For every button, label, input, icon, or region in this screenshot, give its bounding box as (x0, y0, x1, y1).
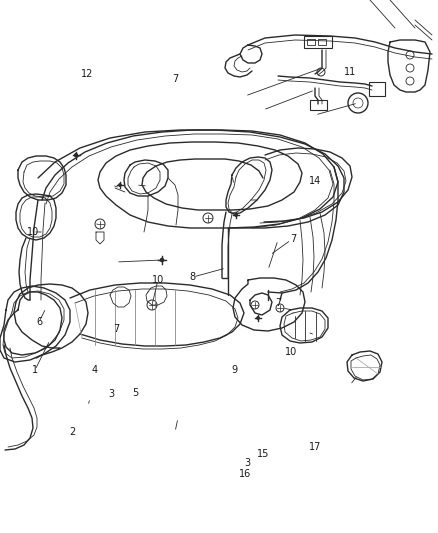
Text: 7: 7 (275, 298, 281, 308)
Text: 3: 3 (244, 458, 251, 467)
Text: 12: 12 (81, 69, 94, 78)
Text: 14: 14 (309, 176, 321, 186)
Circle shape (160, 259, 164, 262)
Circle shape (119, 184, 121, 186)
Text: 2: 2 (69, 427, 75, 437)
Text: 7: 7 (290, 234, 297, 244)
Circle shape (74, 154, 78, 156)
Text: 10: 10 (27, 227, 39, 237)
Text: 7: 7 (113, 325, 119, 334)
Text: 10: 10 (152, 275, 164, 285)
Text: 1: 1 (32, 366, 38, 375)
Text: 16: 16 (239, 470, 251, 479)
Circle shape (235, 214, 237, 216)
Text: 7: 7 (172, 74, 178, 84)
Text: 8: 8 (190, 272, 196, 282)
Text: 4: 4 (91, 365, 97, 375)
Text: 3: 3 (109, 390, 115, 399)
Text: 11: 11 (344, 67, 357, 77)
Text: 5: 5 (133, 389, 139, 398)
Circle shape (257, 317, 259, 319)
Text: 10: 10 (285, 347, 297, 357)
Text: 17: 17 (309, 442, 321, 451)
Text: 6: 6 (36, 318, 42, 327)
Text: 9: 9 (231, 366, 237, 375)
Text: 15: 15 (257, 449, 269, 459)
